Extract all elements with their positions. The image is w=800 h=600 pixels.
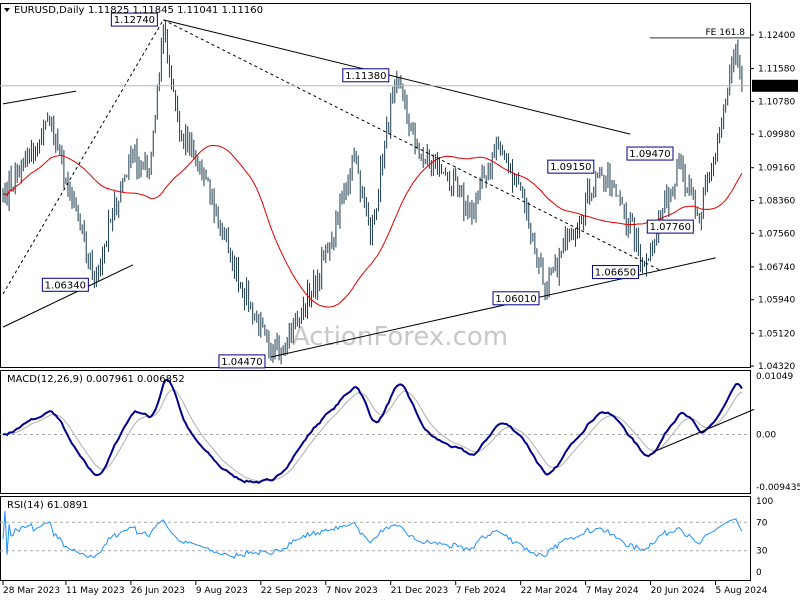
price-tick-label: 1.12400 (758, 31, 795, 41)
swing-label: 1.04470 (221, 357, 262, 368)
trendline (2, 19, 164, 295)
date-tick-label: 9 Aug 2023 (196, 586, 248, 596)
date-tick-label: 7 Feb 2024 (456, 586, 507, 596)
swing-label-box (41, 277, 89, 292)
price-tick-label: 1.05120 (758, 329, 795, 339)
swing-label: 1.06340 (45, 280, 86, 291)
moving-average-line (2, 144, 743, 308)
date-tick-label: 21 Dec 2023 (391, 586, 449, 596)
trendline (2, 264, 134, 328)
trendline (2, 90, 77, 105)
swing-label: 1.09470 (629, 149, 670, 160)
trendline (270, 257, 716, 358)
swing-label: 1.06010 (495, 294, 536, 305)
macd-tick-label: 0.00 (756, 430, 776, 440)
price-tick-label: 1.09980 (758, 130, 795, 140)
fibonacci-label: FE 161.8 (706, 28, 746, 38)
macd-line (2, 378, 743, 484)
swing-label-box (646, 219, 694, 234)
price-tick-label: 1.10780 (758, 97, 795, 107)
rsi-tick-label: 100 (756, 497, 773, 507)
swing-label: 1.09150 (550, 162, 591, 173)
date-tick-label: 22 Mar 2024 (521, 586, 578, 596)
rsi-tick-label: 0 (756, 568, 762, 578)
date-tick-label: 26 Jun 2023 (131, 586, 185, 596)
date-tick-label: 7 May 2024 (586, 586, 639, 596)
swing-label: 1.11380 (345, 71, 386, 82)
price-tick-label: 1.09160 (758, 164, 795, 174)
rsi-line (2, 510, 743, 559)
date-tick-label: 5 Aug 2024 (716, 586, 768, 596)
swing-label-box (342, 68, 390, 83)
swing-label-box (110, 12, 158, 27)
macd-tick-label: -0.009435 (756, 483, 800, 493)
ohlc-readout: 1.11825 1.11845 1.11041 1.11160 (88, 5, 263, 16)
main-panel-frame (0, 3, 751, 368)
trendline (163, 19, 661, 272)
triangle-down-icon[interactable] (4, 8, 10, 12)
current-price-badge (752, 79, 798, 92)
price-tick-label: 1.05940 (758, 296, 795, 306)
date-tick-label: 22 Sep 2023 (261, 586, 318, 596)
price-tick-label: 1.11580 (758, 65, 795, 75)
watermark: ActionForex.com (292, 322, 508, 352)
rsi-label: RSI(14) 61.0891 (7, 500, 88, 511)
rsi-tick-label: 30 (756, 547, 768, 557)
macd-trendline (652, 408, 755, 453)
rsi-panel-frame (0, 496, 751, 581)
swing-label-box (547, 159, 595, 174)
macd-tick-label: 0.01049 (756, 372, 793, 382)
macd-panel-frame (0, 370, 751, 494)
swing-label-box (591, 265, 639, 280)
current-price-label: 1.11160 (758, 82, 795, 92)
swing-label: 1.06650 (595, 268, 636, 279)
rsi-tick-label: 70 (756, 518, 768, 528)
macd-signal-line (2, 389, 743, 482)
date-tick-label: 11 May 2023 (66, 586, 125, 596)
date-tick-label: 7 Nov 2023 (326, 586, 378, 596)
macd-label: MACD(12,26,9) 0.007961 0.006852 (7, 374, 185, 385)
price-tick-label: 1.04320 (758, 362, 795, 372)
trendline (163, 19, 631, 135)
swing-label-box (218, 354, 266, 369)
swing-label: 1.07760 (650, 222, 691, 233)
swing-label-box (492, 291, 540, 306)
symbol-label: EURUSD,Daily (14, 5, 85, 16)
price-tick-label: 1.08360 (758, 197, 795, 207)
date-tick-label: 20 Jun 2024 (651, 586, 705, 596)
date-tick-label: 28 Mar 2023 (3, 586, 60, 596)
price-tick-label: 1.07560 (758, 229, 795, 239)
price-tick-label: 1.06740 (758, 263, 795, 273)
swing-label: 1.12740 (114, 15, 155, 26)
swing-label-box (626, 146, 674, 161)
